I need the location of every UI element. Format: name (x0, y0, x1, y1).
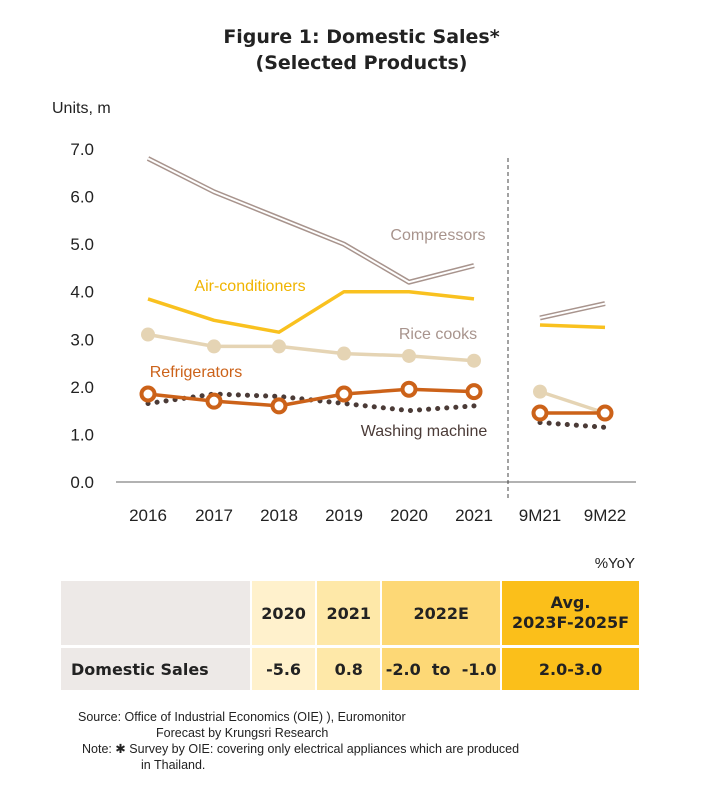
chart-title-line2: (Selected Products) (255, 52, 468, 74)
header-2020: 2020 (250, 581, 318, 645)
summary-table: 2020 2021 2022E Avg. 2023F-2025F Domesti… (61, 581, 641, 690)
y-tick-label: 5.0 (70, 235, 94, 254)
rice-cooks-point (533, 384, 547, 399)
x-tick-label: 9M21 (519, 506, 562, 525)
y-tick-label: 6.0 (70, 188, 94, 207)
source-line: Source: Office of Industrial Economics (… (78, 710, 406, 724)
x-tick-label: 2021 (455, 506, 493, 525)
y-tick-label: 4.0 (70, 283, 94, 302)
axes (116, 158, 636, 500)
x-tick-label: 2019 (325, 506, 363, 525)
y-tick-labels: 0.0 1.0 2.0 3.0 4.0 5.0 6.0 7.0 (70, 140, 94, 492)
refrigerators-point (465, 383, 483, 401)
value-2022e: -2.0 to -1.0 (381, 648, 503, 690)
x-tick-label: 2017 (195, 506, 233, 525)
series-label: Refrigerators (150, 364, 242, 381)
compressors-line-inner (539, 302, 606, 319)
header-avg-line2: 2023F-2025F (512, 613, 630, 632)
refrigerators-point (335, 385, 353, 403)
value-avg: 2.0-3.0 (501, 648, 641, 690)
x-tick-label: 2016 (129, 506, 167, 525)
washing-machine-line (145, 391, 477, 414)
y-tick-label: 3.0 (70, 330, 94, 349)
compressors-line-inner (147, 157, 475, 284)
air-conditioners-line (147, 289, 475, 334)
value-2021: 0.8 (316, 648, 383, 690)
refrigerators-point (139, 385, 157, 403)
rice-cooks-point (272, 339, 286, 354)
header-2022e: 2022E (381, 581, 503, 645)
series-label: Air-conditioners (194, 278, 305, 295)
washing-machine-line (537, 420, 608, 430)
x-tick-label: 9M22 (584, 506, 627, 525)
refrigerators-point (270, 397, 288, 415)
chart-title: Figure 1: Domestic Sales* (Selected Prod… (0, 24, 723, 76)
y-tick-label: 7.0 (70, 140, 94, 159)
forecast-line: Forecast by Krungsri Research (156, 726, 329, 740)
refrigerators-line (147, 387, 475, 408)
rice-cooks-line (539, 389, 606, 415)
row-label: Domestic Sales (61, 648, 252, 690)
refrigerators-point (400, 380, 418, 398)
header-avg: Avg. 2023F-2025F (501, 581, 641, 645)
series-label: Compressors (390, 227, 485, 244)
line-chart: 0.01.02.03.04.05.06.07.0 2016 2017 2018 201… (70, 140, 636, 525)
y-tick-label: 2.0 (70, 378, 94, 397)
x-tick-labels: 2016 2017 2018 2019 2020 2021 9M21 9M22 (129, 506, 626, 525)
source-notes: Source: Office of Industrial Economics (… (78, 709, 519, 773)
note-continued: in Thailand. (141, 758, 206, 772)
rice-cooks-line (147, 332, 475, 363)
series-label: Rice cooks (399, 326, 477, 343)
rice-cooks-point (141, 327, 155, 342)
header-2021: 2021 (316, 581, 383, 645)
chart-title-line1: Figure 1: Domestic Sales* (223, 26, 500, 48)
yoy-label: %YoY (594, 555, 635, 572)
table-divider (61, 645, 641, 648)
rice-cooks-point (207, 339, 221, 354)
refrigerators-point (205, 392, 223, 410)
y-tick-label: 1.0 (70, 425, 94, 444)
compressors-line (146, 156, 475, 285)
series-label: Washing machine (361, 423, 488, 440)
rice-cooks-point (467, 353, 481, 368)
value-2020: -5.6 (250, 648, 318, 690)
y-tick-label: 0.0 (70, 473, 94, 492)
table-row: Domestic Sales -5.6 0.8 -2.0 to -1.0 2.0… (61, 648, 641, 690)
table-header-row: 2020 2021 2022E Avg. 2023F-2025F (61, 581, 641, 645)
header-empty-cell (61, 581, 252, 645)
rice-cooks-point (337, 346, 351, 361)
rice-cooks-point (402, 348, 416, 363)
refrigerators-point (531, 404, 549, 422)
x-tick-label: 2018 (260, 506, 298, 525)
header-avg-line1: Avg. (550, 593, 591, 612)
air-conditioners-line (539, 323, 606, 330)
series-labels: Compressors Air-conditioners Rice cooks Ref… (150, 227, 488, 440)
refrigerators-point (596, 404, 614, 422)
note-line: Note: ✱ Survey by OIE: covering only ele… (82, 742, 520, 756)
series-lines (139, 156, 614, 430)
y-axis-label: Units, m (52, 100, 111, 117)
x-tick-label: 2020 (390, 506, 428, 525)
